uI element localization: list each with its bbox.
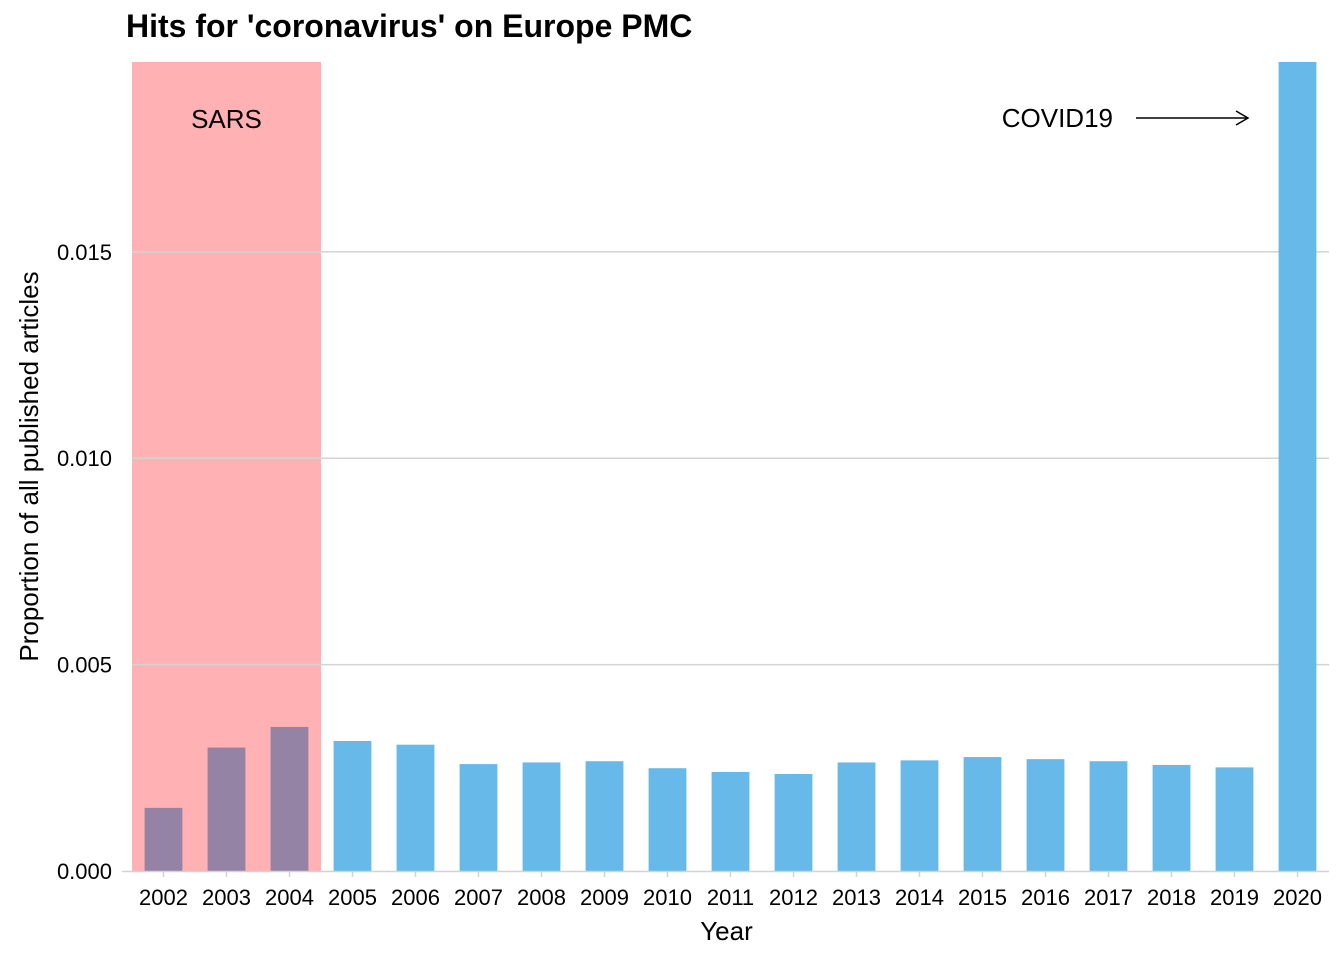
bar-2003 (207, 747, 246, 871)
annotations: SARS COVID19 (191, 103, 1250, 134)
x-tick-label: 2017 (1084, 885, 1133, 910)
bar-2011 (711, 771, 750, 871)
bar-2016 (1026, 759, 1065, 871)
x-tick-label: 2012 (769, 885, 818, 910)
bar-2002 (144, 807, 183, 871)
x-tick-label: 2011 (707, 885, 754, 910)
x-tick-label: 2014 (895, 885, 944, 910)
gridlines (132, 251, 1329, 666)
bars (144, 62, 1317, 871)
x-tick-label: 2010 (643, 885, 692, 910)
bar-2015 (963, 757, 1002, 871)
bar-2014 (900, 760, 939, 871)
x-tick-label: 2006 (391, 885, 440, 910)
x-tick-label: 2015 (958, 885, 1007, 910)
bar-2005 (333, 740, 372, 871)
covid19-arrowhead (1235, 110, 1250, 126)
x-tick-label: 2005 (328, 885, 377, 910)
y-tick-label: 0.000 (57, 859, 112, 884)
x-tick-label: 2002 (139, 885, 188, 910)
x-axis-title: Year (700, 916, 753, 946)
x-tick-label: 2004 (265, 885, 314, 910)
bar-2008 (522, 762, 561, 871)
y-axis-title: Proportion of all published articles (14, 271, 44, 661)
bar-2012 (774, 774, 813, 871)
bar-2020 (1278, 62, 1317, 871)
bar-2013 (837, 762, 876, 871)
bar-2007 (459, 764, 498, 871)
x-tick-label: 2009 (580, 885, 629, 910)
bar-2018 (1152, 764, 1191, 871)
x-tick-label: 2008 (517, 885, 566, 910)
x-tick-label: 2003 (202, 885, 251, 910)
y-tick-label: 0.010 (57, 446, 112, 471)
x-tick-label: 2020 (1273, 885, 1322, 910)
x-tick-label: 2013 (832, 885, 881, 910)
y-tick-label: 0.005 (57, 653, 112, 678)
bar-2006 (396, 744, 435, 871)
sars-label: SARS (191, 104, 262, 134)
bar-2017 (1089, 761, 1128, 871)
covid19-label: COVID19 (1002, 103, 1113, 133)
y-tick-label: 0.015 (57, 240, 112, 265)
bar-2004 (270, 726, 309, 871)
bar-2019 (1215, 767, 1254, 871)
chart-title: Hits for 'coronavirus' on Europe PMC (126, 8, 693, 44)
x-tick-label: 2007 (454, 885, 503, 910)
x-tick-label: 2016 (1021, 885, 1070, 910)
x-tick-label: 2018 (1147, 885, 1196, 910)
bar-2009 (585, 761, 624, 871)
axes: 2002 2003 2004 2005 2006 2007 2008 2009 2010 2011… (14, 240, 1329, 946)
bar-2010 (648, 768, 687, 871)
x-tick-label: 2019 (1210, 885, 1259, 910)
